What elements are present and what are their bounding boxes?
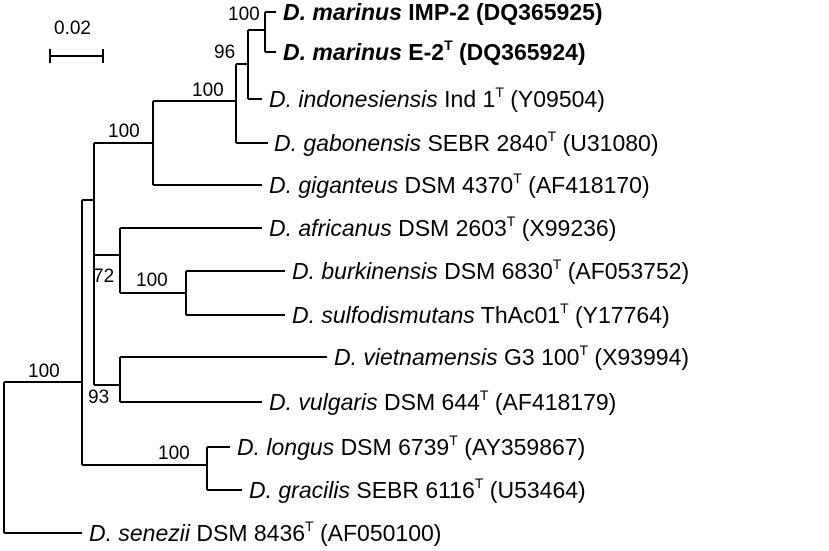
taxon-label-vulgaris: D. vulgaris DSM 644T (AF418179) <box>269 387 616 415</box>
type-strain-mark: T <box>548 128 557 144</box>
taxon-label-vietnamensis: D. vietnamensis G3 100T (X93994) <box>334 342 689 370</box>
bootstrap-values: 100 96 100 100 100 72 93 100 100 <box>28 4 260 464</box>
bootstrap-marinus-indonesiensis: 96 <box>214 42 235 63</box>
taxon-label-gabonensis: D. gabonensis SEBR 2840T (U31080) <box>274 128 658 156</box>
taxon-label-gracilis: D. gracilis SEBR 6116T (U53464) <box>249 475 586 503</box>
type-strain-mark: T <box>480 387 489 403</box>
taxon-label-indonesiensis: D. indonesiensis Ind 1T (Y09504) <box>269 84 605 112</box>
bootstrap-ingroup: 100 <box>28 361 60 382</box>
type-strain-mark: T <box>507 213 516 229</box>
bootstrap-burkinensis-pair: 100 <box>136 270 168 291</box>
bootstrap-with-giganteus: 100 <box>108 121 140 142</box>
bootstrap-vietnamensis-vulgaris: 93 <box>88 387 109 408</box>
type-strain-mark: T <box>560 300 569 316</box>
taxon-label-africanus: D. africanus DSM 2603T (X99236) <box>269 213 616 241</box>
type-strain-mark: T <box>553 256 562 272</box>
taxon-label-burkinensis: D. burkinensis DSM 6830T (AF053752) <box>292 256 689 284</box>
taxon-label-sulfodismutans: D. sulfodismutans ThAc01T (Y17764) <box>292 300 670 328</box>
bootstrap-marinus-pair: 100 <box>228 4 260 25</box>
type-strain-mark: T <box>449 432 458 448</box>
taxon-label-longus: D. longus DSM 6739T (AY359867) <box>237 432 585 460</box>
taxon-label-marinus-imp2: D. marinus IMP-2 (DQ365925) <box>283 0 603 25</box>
bootstrap-africanus-clade: 72 <box>93 266 114 287</box>
taxon-labels: D. marinus IMP-2 (DQ365925) D. marinus E… <box>89 0 689 546</box>
type-strain-mark: T <box>444 37 453 53</box>
taxon-label-senezii: D. senezii DSM 8436T (AF050100) <box>89 518 441 546</box>
type-strain-mark: T <box>513 170 522 186</box>
branches <box>3 11 327 534</box>
scale-bar: 0.02 <box>49 18 104 63</box>
type-strain-mark: T <box>475 475 484 491</box>
type-strain-mark: T <box>579 342 588 358</box>
type-strain-mark: T <box>495 84 504 100</box>
type-strain-mark: T <box>305 518 314 534</box>
bootstrap-longus-gracilis: 100 <box>158 443 190 464</box>
taxon-label-giganteus: D. giganteus DSM 4370T (AF418170) <box>269 170 650 198</box>
taxon-label-marinus-e2: D. marinus E-2T (DQ365924) <box>283 37 586 65</box>
bootstrap-marinus-gabonensis: 100 <box>192 80 224 101</box>
scale-bar-label: 0.02 <box>54 18 91 39</box>
